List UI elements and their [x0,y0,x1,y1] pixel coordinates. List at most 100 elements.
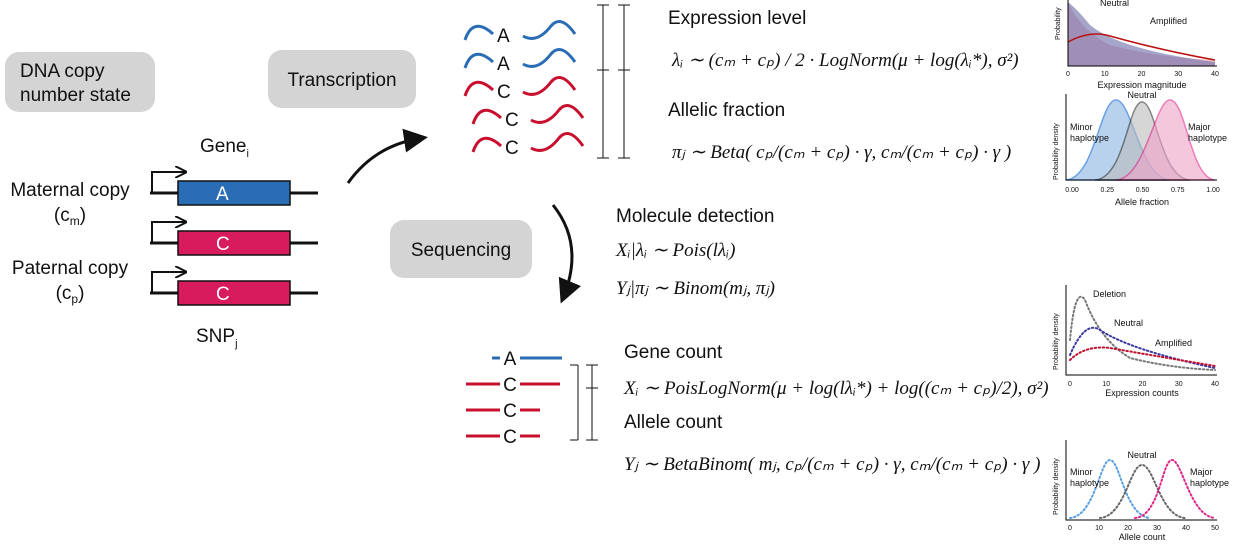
x-tick-label: 30 [1174,71,1182,78]
x-tick-label: 10 [1101,71,1109,78]
x-tick-label: 20 [1124,525,1132,532]
gene-label: Genei [200,136,249,160]
transcript [465,22,575,41]
x-tick-label: 40 [1182,525,1190,532]
x-tick-label: 0 [1068,381,1072,388]
read-allele: C [503,427,517,448]
copy-label: (cm) [54,205,86,228]
x-tick-label: 0 [1066,71,1070,78]
t: ) [78,283,84,304]
t: (c [56,283,72,304]
copy-label: (cp) [56,283,85,306]
transcript [473,134,583,153]
y-label: Probability density [1053,458,1060,515]
formula: πⱼ ∼ Beta( cₚ/(cₘ + cₚ) · γ, cₘ/(cₘ + cₚ… [672,142,1011,163]
plot-label: haplotype [1070,133,1109,143]
transcript [465,78,575,97]
allele-box [178,281,290,305]
formula: Xᵢ ∼ PoisLogNorm(μ + log(lλᵢ*) + log((cₘ… [623,378,1049,399]
eq-title: Molecule detection [616,206,774,227]
x-label: Expression counts [1105,388,1179,398]
plot-label: Neutral [1114,318,1143,328]
formula: Xᵢ|λᵢ ∼ Pois(lλᵢ) [615,240,735,261]
plot: Deletion Neutral Amplified Probability d… [1053,285,1217,398]
bracket [570,365,598,440]
plot: Neutral Minor haplotype Major haplotype … [1053,440,1229,542]
plot-label: Minor [1070,122,1093,132]
step-label: Transcription [287,70,396,91]
plot: Neutral Amplified Probability Expression… [1055,0,1217,90]
transcript [473,106,583,125]
x-label: Expression magnitude [1097,80,1186,90]
x-tick-label: 0.75 [1171,187,1185,194]
transcript-allele: C [505,110,519,131]
x-tick-label: 20 [1138,71,1146,78]
x-tick-label: 0 [1068,525,1072,532]
x-tick-label: 30 [1175,381,1183,388]
x-tick-label: 30 [1153,525,1161,532]
allele-box [178,231,290,255]
snp-label: SNPj [196,326,238,350]
x-label: Allele count [1119,532,1166,542]
copy-label: Maternal copy [10,180,130,201]
diagram: DNA copy number state Transcription Sequ… [0,0,1254,544]
box-label: number state [20,85,131,106]
x-tick-label: 0.25 [1100,187,1114,194]
allele: C [216,284,230,305]
allele-box [178,181,290,205]
formula: Yⱼ|πⱼ ∼ Binom(mⱼ, πⱼ) [616,278,775,299]
t: (c [54,205,70,226]
copy-label: Paternal copy [12,258,129,279]
eq-title: Gene count [624,342,723,363]
plot-label: haplotype [1190,478,1229,488]
sub: m [70,214,80,228]
x-tick-label: 40 [1211,71,1219,78]
transcript-allele: A [497,54,510,75]
formula: Yⱼ ∼ BetaBinom( mⱼ, cₚ/(cₘ + cₚ) · γ, cₘ… [624,454,1040,475]
gene-text: Gene [200,136,246,157]
step-label: Sequencing [411,240,511,261]
plot-label: Amplified [1155,338,1192,348]
x-tick-label: 20 [1139,381,1147,388]
x-tick-label: 0.50 [1136,187,1150,194]
arrow [553,205,572,298]
x-tick-label: 10 [1095,525,1103,532]
plot-label: Major [1190,467,1213,477]
transcript [465,50,575,69]
plot-label: Neutral [1100,0,1129,8]
formula: λᵢ ∼ (cₘ + cₚ) / 2 · LogNorm(μ + log(λᵢ*… [671,50,1019,71]
eq-title: Expression level [668,8,806,29]
plot-label: Neutral [1127,450,1156,460]
y-label: Probability density [1053,123,1060,180]
read-allele: C [503,375,517,396]
arrow [348,138,422,183]
eq-title: Allelic fraction [668,100,785,121]
plot-label: Neutral [1127,90,1156,100]
y-label: Probability density [1053,313,1060,370]
t: SNP [196,326,235,347]
transcript-allele: A [497,26,510,47]
x-tick-label: 0.00 [1065,187,1079,194]
plot-label: Minor [1070,467,1093,477]
plot-label: haplotype [1188,133,1227,143]
x-tick-label: 40 [1211,381,1219,388]
plot-label: Amplified [1150,16,1187,26]
bracket [597,5,630,158]
eq-title: Allele count [624,412,723,433]
y-label: Probability [1055,7,1062,40]
x-label: Allele fraction [1115,197,1169,207]
allele: A [216,184,229,205]
plot-label: haplotype [1070,478,1109,488]
t: ) [80,205,86,226]
transcript-allele: C [505,138,519,159]
allele: C [216,234,230,255]
x-tick-label: 50 [1211,525,1219,532]
plot-label: Major [1188,122,1211,132]
sub: j [234,338,237,350]
read-allele: A [504,349,517,370]
gene-sub: i [246,148,248,160]
box-label: DNA copy [20,61,105,82]
x-tick-label: 10 [1102,381,1110,388]
x-tick-label: 1.00 [1206,187,1220,194]
